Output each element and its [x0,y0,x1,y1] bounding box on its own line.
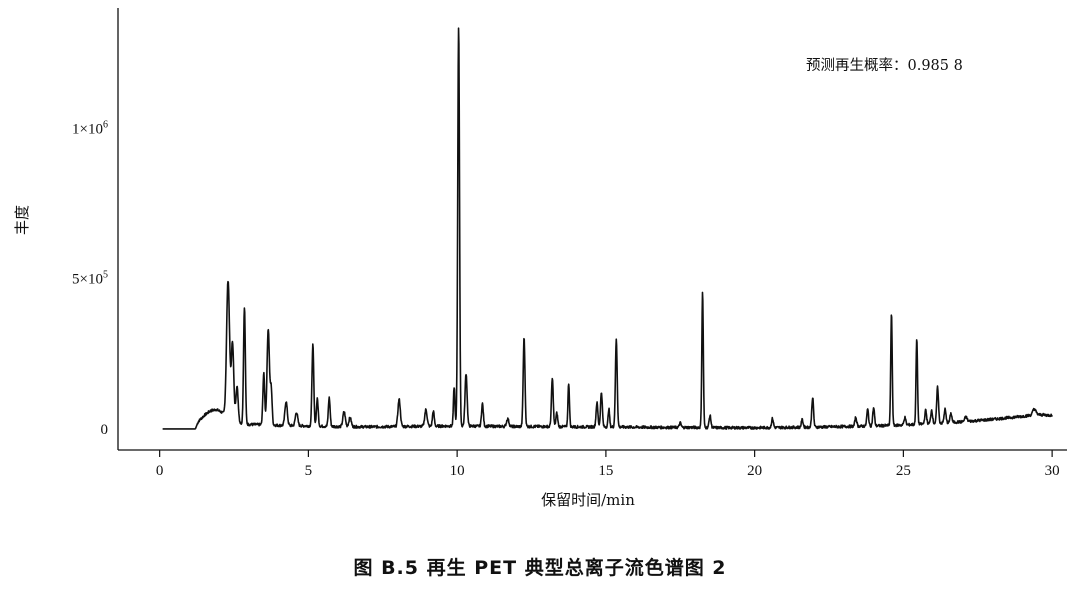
x-tick-label: 10 [450,463,465,479]
y-tick-label: 1×106 [72,119,108,137]
x-axis-title: 保留时间/min [541,491,635,509]
axes [117,8,1067,451]
x-tick-label: 20 [747,463,762,479]
tic-chromatogram-chart: 0 5 10 15 20 25 30 0 5×105 1×106 丰度 保留时间/min 预测再生… [13,8,1067,509]
x-tick-label: 0 [156,463,164,479]
figure-caption: 图 B.5 再生 PET 典型总离子流色谱图 2 [353,557,727,579]
x-tick-label: 30 [1045,463,1060,479]
regeneration-probability-annotation: 预测再生概率：0.985 8 [806,57,963,74]
y-tick-label: 0 [101,422,109,438]
x-tick-label: 5 [305,463,313,479]
y-axis-title: 丰度 [13,205,31,235]
plot-area [162,27,1053,430]
axis-ticks: 0 5 10 15 20 25 30 0 5×105 1×106 [72,119,1060,479]
chromatogram-trace [162,27,1053,430]
x-tick-label: 15 [598,463,613,479]
x-tick-label: 25 [896,463,911,479]
y-tick-label: 5×105 [72,270,108,288]
